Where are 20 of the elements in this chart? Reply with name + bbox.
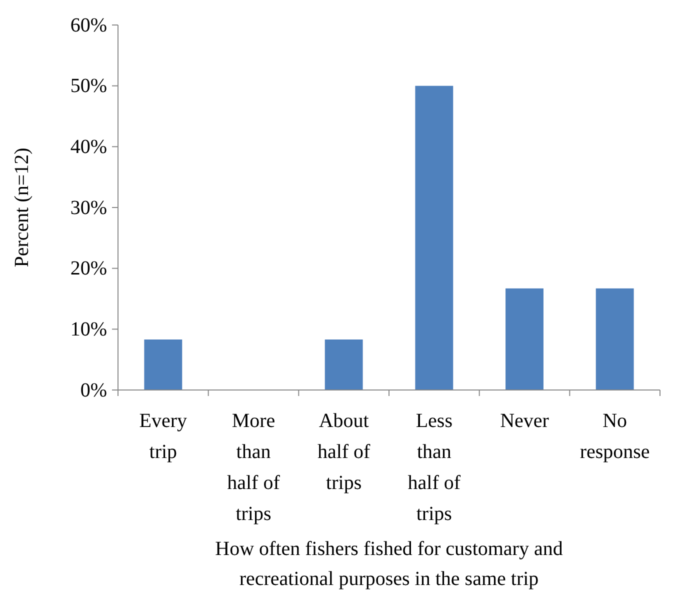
x-tick-label: More than half of trips <box>227 410 280 525</box>
y-tick-label: 20% <box>70 258 107 280</box>
y-axis-title: Percent (n=12) <box>11 148 33 268</box>
y-tick-label: 40% <box>70 136 107 158</box>
x-tick-label: No response <box>580 410 650 463</box>
x-tick-label: Never <box>500 410 550 432</box>
y-tick-label: 10% <box>70 318 107 341</box>
bar <box>144 340 182 390</box>
y-tick-label: 60% <box>70 14 107 36</box>
y-tick-label: 30% <box>70 196 107 219</box>
x-tick-label: Every trip <box>139 410 188 463</box>
bar <box>506 288 544 390</box>
x-axis-title: How often fishers fished for customary and recreational purposes in the same trip <box>215 538 563 590</box>
x-tick-label: Less than half of trips <box>408 410 461 525</box>
y-tick-label: 0% <box>80 379 107 402</box>
y-tick-label: 50% <box>70 75 107 98</box>
bar <box>415 86 454 390</box>
bar <box>596 288 634 390</box>
x-tick-label: About half of trips <box>317 410 371 494</box>
bar <box>324 340 363 390</box>
